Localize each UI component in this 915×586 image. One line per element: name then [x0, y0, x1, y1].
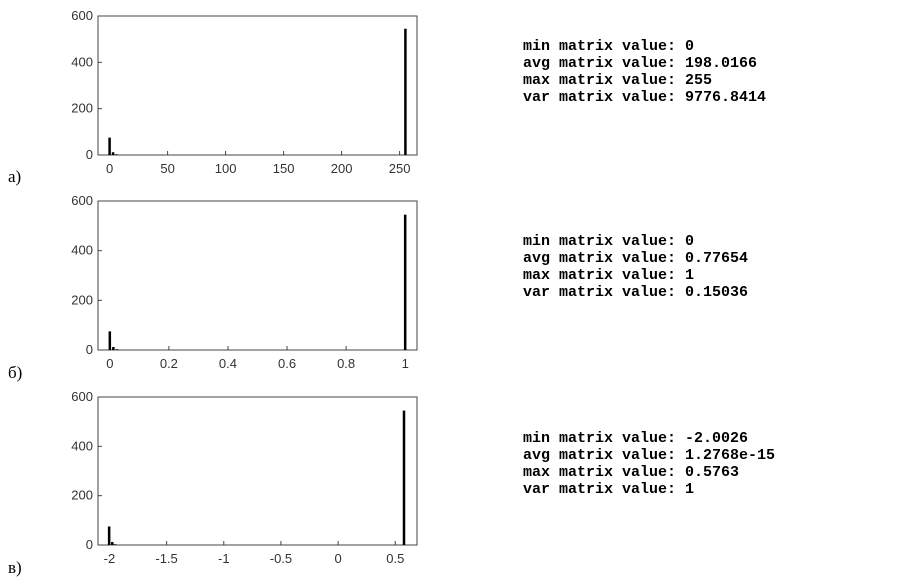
histogram-bar: [107, 526, 111, 545]
x-tick-label: -1: [218, 551, 230, 566]
stats-line: min matrix value: 0: [523, 233, 694, 250]
panel-label: а): [8, 167, 21, 186]
x-tick-label: -1.5: [155, 551, 177, 566]
stats-line: min matrix value: -2.0026: [523, 430, 748, 447]
panel-label: б): [8, 363, 22, 382]
x-tick-label: 150: [273, 161, 295, 176]
x-tick-label: 0.8: [337, 356, 355, 371]
histogram-bar: [403, 214, 407, 350]
histogram-bar: [404, 28, 407, 155]
x-tick-label: 0.4: [219, 356, 237, 371]
stats-line: var matrix value: 9776.8414: [523, 89, 766, 106]
histogram-bar: [113, 544, 117, 545]
x-tick-label: -0.5: [270, 551, 292, 566]
x-tick-label: 0.5: [386, 551, 404, 566]
stats-line: min matrix value: 0: [523, 38, 694, 55]
y-tick-label: 200: [71, 488, 93, 503]
y-tick-label: 400: [71, 438, 93, 453]
histogram-bar: [115, 349, 119, 350]
x-tick-label: 50: [160, 161, 174, 176]
y-tick-label: 0: [86, 537, 93, 552]
stats-line: avg matrix value: 1.2768e-15: [523, 447, 775, 464]
histogram-bar: [111, 542, 114, 545]
histogram-bar: [402, 410, 406, 545]
histogram-bar: [108, 331, 112, 350]
y-tick-label: 600: [71, 8, 93, 23]
x-tick-label: 200: [331, 161, 353, 176]
plot-frame-1: [97, 15, 418, 156]
histogram-bar: [115, 154, 118, 155]
x-tick-label: 1: [402, 356, 409, 371]
stats-line: avg matrix value: 198.0166: [523, 55, 757, 72]
histogram-bar: [111, 152, 115, 155]
y-tick-label: 200: [71, 292, 93, 307]
stats-line: max matrix value: 0.5763: [523, 464, 739, 481]
stats-line: var matrix value: 0.15036: [523, 284, 748, 301]
plot-frame-2: [97, 200, 418, 351]
panel-label: в): [8, 558, 22, 577]
x-tick-label: 0.6: [278, 356, 296, 371]
x-tick-label: 0: [106, 356, 113, 371]
y-tick-label: 400: [71, 243, 93, 258]
y-tick-label: 600: [71, 389, 93, 404]
stats-line: max matrix value: 255: [523, 72, 712, 89]
y-tick-label: 0: [86, 342, 93, 357]
x-tick-label: 0.2: [160, 356, 178, 371]
y-tick-label: 0: [86, 147, 93, 162]
x-tick-label: 250: [389, 161, 411, 176]
stats-line: var matrix value: 1: [523, 481, 694, 498]
y-tick-label: 600: [71, 193, 93, 208]
plot-frame-3: [97, 396, 418, 546]
x-tick-label: -2: [104, 551, 116, 566]
y-tick-label: 200: [71, 101, 93, 116]
x-tick-label: 0: [334, 551, 341, 566]
stats-line: avg matrix value: 0.77654: [523, 250, 748, 267]
stats-line: max matrix value: 1: [523, 267, 694, 284]
histogram-bar: [108, 137, 111, 155]
histogram-bar: [112, 347, 115, 350]
x-tick-label: 0: [106, 161, 113, 176]
y-tick-label: 400: [71, 54, 93, 69]
x-tick-label: 100: [215, 161, 237, 176]
